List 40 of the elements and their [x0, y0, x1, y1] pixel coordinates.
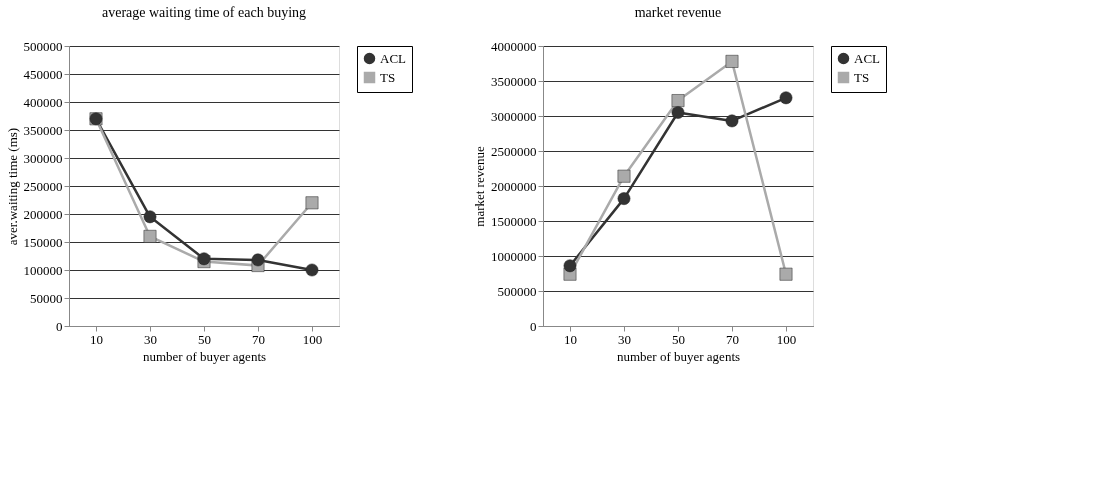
y-tick-label: 2500000	[491, 143, 537, 159]
y-axis-title: aver.waiting time (ms)	[4, 127, 20, 246]
y-tick-label: 450000	[23, 66, 63, 82]
y-tick-label: 50000	[30, 290, 63, 306]
y-tick-label: 3000000	[491, 108, 537, 124]
y-tick-label: 250000	[23, 178, 63, 194]
y-tick-label: 500000	[23, 38, 63, 54]
y-tick-label: 300000	[23, 150, 63, 166]
y-tick-label: 2000000	[491, 178, 537, 194]
x-tick-label: 50	[198, 331, 211, 347]
x-axis-title: number of buyer agents	[616, 348, 741, 364]
x-tick-label: 50	[672, 331, 685, 347]
legend-label: TS	[380, 69, 396, 85]
y-tick-label: 0	[530, 318, 537, 334]
x-tick-label: 70	[252, 331, 265, 347]
y-tick-label: 150000	[23, 234, 63, 250]
x-tick-label: 10	[564, 331, 577, 347]
y-tick-label: 400000	[23, 94, 63, 110]
legend-label: TS	[854, 69, 870, 85]
x-tick-label: 70	[726, 331, 739, 347]
y-tick-label: 4000000	[491, 38, 537, 54]
y-tick-label: 1500000	[491, 213, 537, 229]
legend-label: ACL	[854, 50, 881, 66]
y-tick-label: 350000	[23, 122, 63, 138]
x-tick-label: 10	[90, 331, 103, 347]
y-tick-label: 500000	[497, 283, 537, 299]
chart-title: market revenue	[634, 5, 722, 20]
y-tick-label: 200000	[23, 206, 63, 222]
y-tick-label: 100000	[23, 262, 63, 278]
y-tick-label: 3500000	[491, 73, 537, 89]
y-axis-title: market revenue	[472, 146, 487, 227]
legend-label: ACL	[380, 50, 407, 66]
y-tick-label: 0	[56, 318, 63, 334]
x-tick-label: 100	[302, 331, 323, 347]
x-axis-title: number of buyer agents	[142, 348, 267, 364]
y-tick-label: 1000000	[491, 248, 537, 264]
x-tick-label: 30	[144, 331, 157, 347]
x-tick-label: 100	[776, 331, 797, 347]
chart-title: average waiting time of each buying	[101, 5, 307, 20]
x-tick-label: 30	[618, 331, 631, 347]
